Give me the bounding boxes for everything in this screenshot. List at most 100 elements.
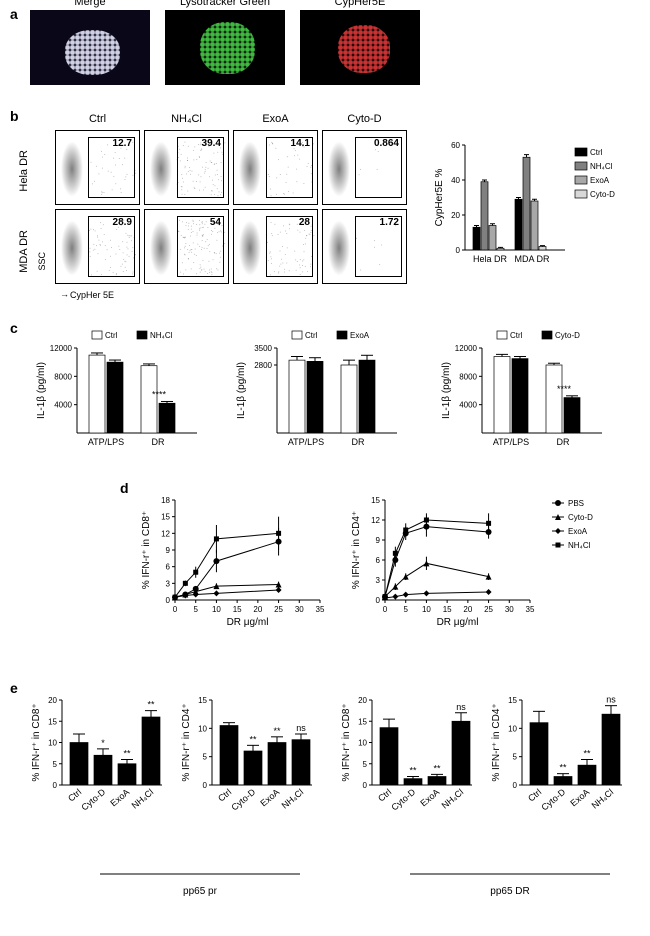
svg-text:**: ** bbox=[559, 763, 567, 773]
chart-e-2: 05101520% IFN-r⁺ in CD8⁺Ctrl**Cyto-D**Ex… bbox=[340, 690, 485, 830]
flow-plot: 28 bbox=[233, 209, 318, 284]
svg-text:ExoA: ExoA bbox=[108, 787, 131, 808]
svg-text:NH₄Cl: NH₄Cl bbox=[590, 162, 613, 171]
panel-a-label: a bbox=[10, 6, 18, 22]
flow-grid: 12.739.414.10.86428.954281.72 bbox=[55, 130, 407, 284]
svg-text:CypHer5E %: CypHer5E % bbox=[434, 169, 445, 227]
panel-b-label: b bbox=[10, 108, 19, 124]
svg-text:15: 15 bbox=[358, 717, 367, 726]
svg-text:8000: 8000 bbox=[54, 372, 72, 381]
svg-text:10: 10 bbox=[508, 724, 517, 733]
svg-text:Ctrl: Ctrl bbox=[66, 787, 83, 804]
chart-d-cd4: 0369121505101520253035% IFN-r⁺ in CD4⁺DR… bbox=[350, 490, 545, 630]
flow-col-exoa: ExoA bbox=[233, 113, 318, 125]
svg-text:% IFN-r⁺ in CD4⁺: % IFN-r⁺ in CD4⁺ bbox=[491, 703, 502, 781]
svg-text:% IFN-r⁺ in CD8⁺: % IFN-r⁺ in CD8⁺ bbox=[31, 703, 42, 781]
svg-text:12000: 12000 bbox=[50, 344, 73, 353]
svg-text:Ctrl: Ctrl bbox=[105, 331, 118, 340]
svg-text:**: ** bbox=[409, 766, 417, 776]
svg-text:ns: ns bbox=[456, 702, 466, 712]
svg-text:15: 15 bbox=[198, 696, 207, 705]
flow-x-arrow: → bbox=[60, 289, 69, 299]
svg-text:IL-1β (pg/ml): IL-1β (pg/ml) bbox=[236, 362, 247, 419]
svg-text:2800: 2800 bbox=[254, 361, 272, 370]
svg-text:ExoA: ExoA bbox=[568, 787, 591, 808]
micro-merge-label: Merge bbox=[30, 0, 150, 8]
flow-plot: 12.7 bbox=[55, 130, 140, 205]
micro-cypher-label: CypHer5E bbox=[300, 0, 420, 8]
svg-text:10: 10 bbox=[358, 739, 367, 748]
svg-text:5: 5 bbox=[53, 760, 58, 769]
svg-text:15: 15 bbox=[371, 496, 380, 505]
svg-text:*: * bbox=[101, 738, 105, 748]
svg-text:9: 9 bbox=[376, 536, 381, 545]
svg-text:12000: 12000 bbox=[455, 344, 478, 353]
svg-text:0: 0 bbox=[173, 605, 178, 614]
panel-e-label: e bbox=[10, 680, 18, 696]
panel-c-label: c bbox=[10, 320, 18, 336]
svg-text:0: 0 bbox=[383, 605, 388, 614]
svg-text:IL-1β (pg/ml): IL-1β (pg/ml) bbox=[36, 362, 47, 419]
svg-text:NH₄Cl: NH₄Cl bbox=[150, 331, 173, 340]
svg-text:10: 10 bbox=[212, 605, 221, 614]
svg-text:Cyto-D: Cyto-D bbox=[229, 787, 257, 813]
flow-col-cytod: Cyto-D bbox=[322, 113, 407, 125]
svg-text:ATP/LPS: ATP/LPS bbox=[493, 437, 529, 447]
svg-text:5: 5 bbox=[363, 760, 368, 769]
svg-text:3: 3 bbox=[166, 579, 171, 588]
svg-text:30: 30 bbox=[295, 605, 304, 614]
svg-text:**: ** bbox=[249, 734, 257, 744]
svg-text:Hela DR: Hela DR bbox=[473, 254, 508, 264]
flow-x-axis: CypHer 5E bbox=[70, 290, 114, 300]
svg-text:25: 25 bbox=[274, 605, 283, 614]
svg-text:15: 15 bbox=[48, 717, 57, 726]
flow-plot: 39.4 bbox=[144, 130, 229, 205]
svg-text:40: 40 bbox=[451, 176, 460, 185]
svg-text:12: 12 bbox=[371, 516, 380, 525]
svg-text:IL-1β (pg/ml): IL-1β (pg/ml) bbox=[441, 362, 452, 419]
panel-d-label: d bbox=[120, 480, 129, 496]
svg-text:ExoA: ExoA bbox=[590, 176, 610, 185]
svg-text:20: 20 bbox=[48, 696, 57, 705]
svg-text:5: 5 bbox=[403, 605, 408, 614]
svg-text:PBS: PBS bbox=[568, 499, 584, 508]
chart-c-nh4cl: 4000800012000IL-1β (pg/ml)ATP/LPS****DRC… bbox=[35, 328, 215, 458]
flow-y-axis: SSC bbox=[37, 252, 47, 271]
svg-text:35: 35 bbox=[526, 605, 535, 614]
micro-cypher: CypHer5E bbox=[300, 10, 420, 85]
svg-text:4000: 4000 bbox=[54, 401, 72, 410]
legend-d: PBSCyto-DExoANH₄Cl bbox=[550, 495, 630, 563]
group-e-pp65pr: pp65 pr bbox=[100, 870, 300, 897]
svg-text:20: 20 bbox=[451, 211, 460, 220]
micro-lyso-label: Lysotracker Green bbox=[165, 0, 285, 8]
svg-text:20: 20 bbox=[358, 696, 367, 705]
svg-text:8000: 8000 bbox=[459, 372, 477, 381]
svg-text:20: 20 bbox=[253, 605, 262, 614]
svg-text:NH₄Cl: NH₄Cl bbox=[440, 787, 466, 811]
svg-text:Cyto-D: Cyto-D bbox=[568, 513, 593, 522]
svg-text:% IFN-r⁺ in CD4⁺: % IFN-r⁺ in CD4⁺ bbox=[351, 511, 362, 589]
svg-text:Cyto-D: Cyto-D bbox=[555, 331, 580, 340]
svg-text:ATP/LPS: ATP/LPS bbox=[288, 437, 324, 447]
svg-text:15: 15 bbox=[233, 605, 242, 614]
svg-text:ATP/LPS: ATP/LPS bbox=[88, 437, 124, 447]
svg-text:25: 25 bbox=[484, 605, 493, 614]
flow-row-hela: Hela DR bbox=[18, 150, 30, 192]
svg-text:ExoA: ExoA bbox=[258, 787, 281, 808]
svg-text:DR: DR bbox=[352, 437, 365, 447]
chart-c-cytod: 4000800012000IL-1β (pg/ml)ATP/LPS****DRC… bbox=[440, 328, 620, 458]
svg-text:10: 10 bbox=[198, 724, 207, 733]
chart-e-3: 051015% IFN-r⁺ in CD4⁺Ctrl**Cyto-D**ExoA… bbox=[490, 690, 635, 830]
svg-text:0: 0 bbox=[363, 781, 368, 790]
svg-text:3: 3 bbox=[376, 576, 381, 585]
flow-col-nh4cl: NH₄Cl bbox=[144, 113, 229, 125]
svg-text:5: 5 bbox=[193, 605, 198, 614]
svg-text:NH₄Cl: NH₄Cl bbox=[280, 787, 306, 811]
svg-text:0: 0 bbox=[166, 596, 171, 605]
svg-text:Ctrl: Ctrl bbox=[305, 331, 318, 340]
micro-merge: Merge bbox=[30, 10, 150, 85]
svg-text:10: 10 bbox=[48, 739, 57, 748]
group-e-pp65dr: pp65 DR bbox=[410, 870, 610, 897]
svg-text:NH₄Cl: NH₄Cl bbox=[130, 787, 156, 811]
svg-text:****: **** bbox=[152, 389, 167, 399]
